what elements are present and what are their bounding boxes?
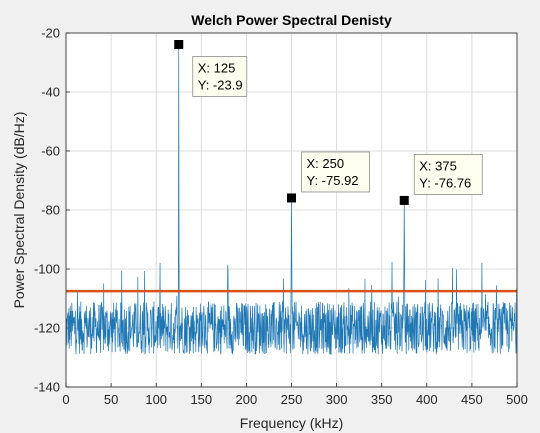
y-tick-label: -120 (34, 321, 60, 336)
x-tick-labels: 0 50 100 150 200 250 300 350 400 450 500 (62, 392, 527, 407)
datatip-marker[interactable] (174, 40, 184, 50)
datatip-y-label: Y: -75.92 (307, 173, 359, 188)
x-tick-label: 150 (190, 392, 212, 407)
x-tick-label: 50 (104, 392, 118, 407)
x-tick-label: 400 (416, 392, 438, 407)
datatip-x-label: X: 250 (307, 156, 345, 171)
y-tick-labels: -140 -120 -100 -80 -60 -40 -20 (34, 26, 60, 395)
x-tick-label: 450 (461, 392, 483, 407)
x-tick-label: 100 (145, 392, 167, 407)
datatip-y-label: Y: -23.9 (198, 78, 243, 93)
y-tick-label: -20 (41, 26, 60, 41)
y-tick-label: -60 (41, 144, 60, 159)
datatip-marker[interactable] (399, 195, 409, 205)
x-tick-label: 350 (371, 392, 393, 407)
plot-axes: 0 50 100 150 200 250 300 350 400 450 500 -140-120-… (34, 26, 528, 408)
datatip-box[interactable] (301, 151, 370, 193)
datatip-box[interactable] (413, 154, 483, 195)
y-tick-label: -40 (41, 85, 60, 100)
y-tick-label: -80 (41, 203, 60, 218)
datatip-y-label: Y: -76.76 (419, 175, 471, 190)
datatips: X: 125 Y: -23.9 X: 250 Y: -75.92 X: 375 Y: -7… (174, 40, 483, 205)
datatip-marker[interactable] (287, 193, 296, 203)
x-tick-label: 300 (326, 392, 348, 407)
y-tick-label: -140 (34, 380, 60, 395)
datatip-x-label: X: 375 (419, 158, 457, 173)
datatip-box[interactable] (192, 56, 248, 97)
y-axis-label: Power Spectral Density (dB/Hz) (11, 112, 27, 309)
x-tick-label: 200 (236, 392, 258, 407)
chart-title: Welch Power Spectral Denisty (191, 12, 392, 28)
x-tick-label: 0 (62, 392, 69, 407)
x-axis-label: Frequency (kHz) (240, 415, 343, 431)
axes-box (65, 32, 518, 388)
y-tick-label: -100 (34, 262, 60, 277)
datatip-x-label: X: 125 (198, 61, 236, 76)
x-tick-label: 500 (506, 392, 528, 407)
x-tick-label: 250 (281, 392, 303, 407)
